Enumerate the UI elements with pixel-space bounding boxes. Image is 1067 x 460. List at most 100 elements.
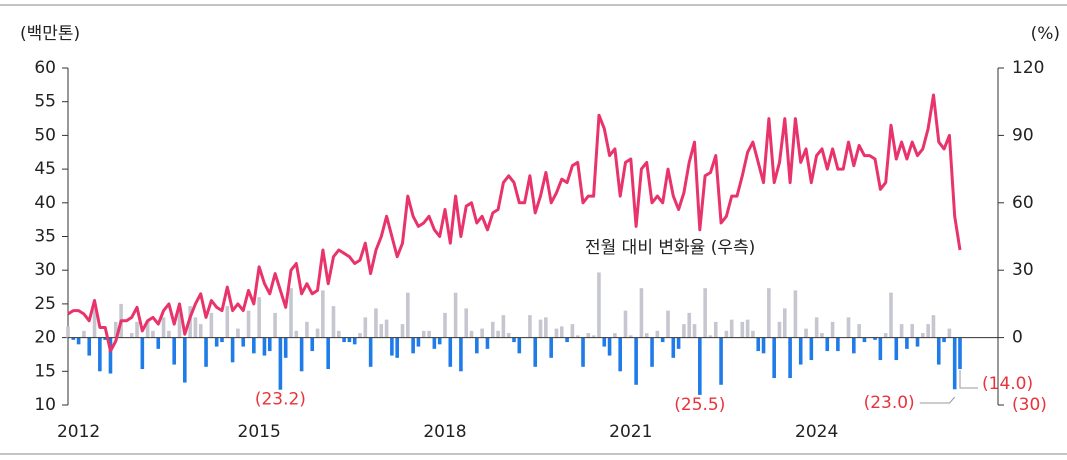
bar [416, 337, 421, 347]
bar [108, 337, 113, 374]
series-label: 전월 대비 변화율 (우측) [585, 238, 755, 258]
bar [395, 337, 399, 358]
bar [852, 337, 856, 354]
bar [315, 328, 320, 338]
bar [66, 326, 70, 338]
bar [283, 337, 288, 358]
data-label: (14.0) [982, 374, 1033, 394]
y2-tick-label: 0 [1012, 328, 1023, 348]
bar [506, 333, 511, 338]
bar [894, 337, 899, 361]
bar [262, 337, 267, 356]
bar [496, 330, 500, 338]
bar [167, 330, 171, 338]
bar [400, 324, 405, 338]
y2-axis-label: (%) [1031, 24, 1060, 44]
bar [257, 297, 261, 338]
bar [432, 337, 437, 349]
bar [793, 290, 798, 338]
bar [613, 333, 617, 338]
leader-line [959, 370, 978, 389]
bar [570, 324, 575, 338]
bar [151, 330, 155, 338]
bar [177, 308, 182, 338]
y2-tick-label: 120 [1012, 58, 1044, 78]
bar [782, 308, 787, 338]
bar [724, 330, 729, 338]
y2-tick-label: 30 [1012, 260, 1034, 280]
bar [703, 288, 707, 338]
bar [103, 337, 107, 340]
bar [252, 337, 256, 354]
bar [310, 337, 315, 352]
bar [538, 319, 543, 338]
bar [230, 337, 235, 363]
bar [687, 312, 692, 338]
bar [490, 321, 495, 338]
bar [113, 321, 118, 338]
y2-tick-label: 90 [1012, 125, 1034, 145]
bar [469, 330, 474, 338]
bar [740, 321, 745, 338]
bar [719, 337, 723, 385]
bar [788, 337, 792, 379]
y-tick-label: 55 [34, 92, 56, 112]
bar [629, 335, 633, 338]
bar [952, 337, 957, 390]
bar [655, 330, 660, 338]
bar [198, 324, 203, 338]
bar [172, 337, 176, 365]
bar [437, 337, 442, 345]
y-axis-label: (백만톤) [20, 24, 80, 44]
bar [915, 337, 920, 347]
bar [597, 272, 601, 338]
x-tick-label: 2018 [423, 422, 466, 442]
y-tick-label: 10 [34, 395, 56, 415]
bar [820, 333, 824, 338]
bar [804, 328, 808, 338]
bar [575, 335, 580, 338]
bar [544, 317, 548, 338]
bar [713, 321, 718, 338]
bar [305, 321, 309, 338]
bar [82, 330, 86, 338]
data-label: (23.0) [864, 393, 915, 413]
bar [236, 328, 240, 338]
bar [602, 337, 607, 347]
bar [639, 288, 644, 338]
bar [193, 317, 198, 338]
bar [183, 337, 187, 383]
bar [299, 337, 304, 372]
data-label: (23.2) [255, 390, 306, 410]
bar [825, 337, 830, 352]
bar [958, 337, 962, 370]
y-tick-label: 20 [34, 328, 56, 348]
bar [278, 337, 283, 390]
bar [246, 310, 251, 338]
line [67, 93, 962, 353]
bar [889, 292, 893, 338]
bar [708, 335, 713, 338]
bar [220, 337, 224, 343]
y-tick-label: 60 [34, 58, 56, 78]
bar [336, 330, 341, 338]
bar [883, 333, 888, 338]
bar [936, 337, 941, 365]
bar [406, 292, 410, 338]
bar [554, 328, 559, 338]
bar [650, 337, 654, 367]
y-tick-label: 30 [34, 260, 56, 280]
bar [910, 324, 915, 338]
bar [607, 337, 612, 356]
bar [342, 337, 346, 343]
bar [225, 306, 230, 338]
bar [358, 333, 362, 338]
y2-tick-label: 60 [1012, 193, 1034, 213]
bar [390, 337, 394, 356]
bar [76, 337, 81, 345]
y2-tick-label: (30) [1012, 395, 1047, 415]
bar [501, 315, 506, 338]
bar [623, 310, 628, 338]
bar [71, 337, 76, 340]
bar [857, 324, 861, 338]
